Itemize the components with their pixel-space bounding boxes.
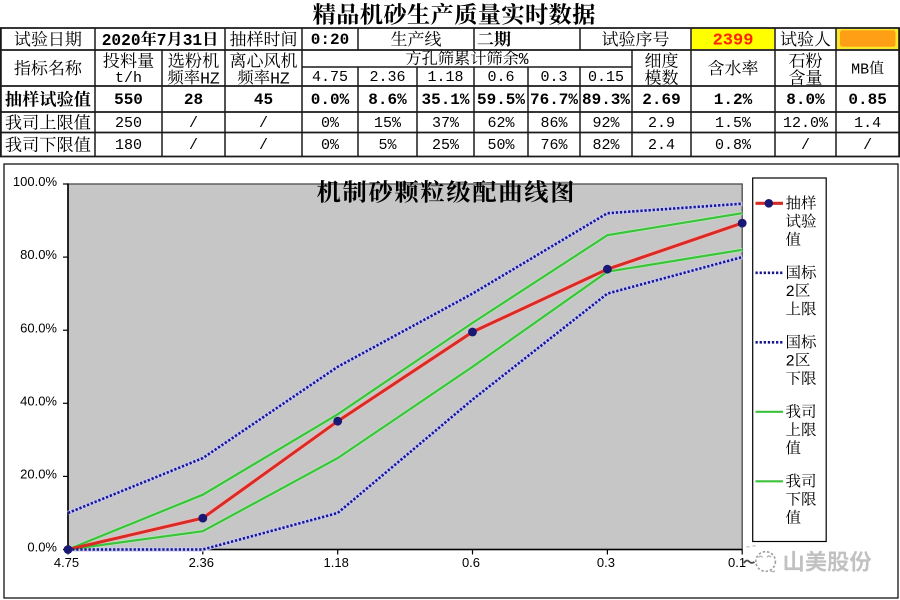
svg-text:76%: 76%: [541, 137, 569, 154]
svg-text:5%: 5%: [379, 137, 398, 154]
svg-text:82%: 82%: [593, 137, 621, 154]
svg-text:0.3: 0.3: [597, 555, 615, 570]
svg-text:/: /: [259, 115, 268, 132]
svg-text:100.0%: 100.0%: [13, 174, 58, 189]
svg-text:80.0%: 80.0%: [20, 247, 57, 262]
svg-text:2020: 2020: [102, 32, 141, 50]
svg-text:89.3%: 89.3%: [582, 91, 630, 109]
svg-text:1.18: 1.18: [428, 69, 464, 86]
svg-text:1.5%: 1.5%: [715, 115, 752, 132]
svg-text:0%: 0%: [321, 115, 340, 132]
svg-text:76.7%: 76.7%: [530, 91, 578, 109]
svg-text:2399: 2399: [713, 31, 754, 50]
svg-text:0.85: 0.85: [848, 91, 886, 109]
svg-text:%: %: [519, 51, 529, 69]
svg-text:/: /: [863, 137, 872, 154]
svg-text:550: 550: [114, 91, 143, 109]
svg-text:7: 7: [157, 32, 167, 50]
svg-text:0:20: 0:20: [311, 31, 349, 49]
svg-text:20.0%: 20.0%: [20, 467, 57, 482]
svg-text:35.1%: 35.1%: [422, 91, 470, 109]
svg-text:0.8%: 0.8%: [715, 137, 752, 154]
svg-text:15%: 15%: [374, 115, 402, 132]
svg-text:4.75: 4.75: [54, 555, 79, 570]
svg-text:2: 2: [786, 283, 795, 301]
svg-text:0.6: 0.6: [488, 69, 515, 86]
svg-text:t/h: t/h: [115, 70, 142, 87]
svg-text:2.36: 2.36: [189, 555, 214, 570]
svg-text:50%: 50%: [488, 137, 516, 154]
svg-text:92%: 92%: [593, 115, 621, 132]
svg-text:250: 250: [115, 115, 142, 132]
svg-text:40.0%: 40.0%: [20, 393, 57, 408]
svg-text:25%: 25%: [432, 137, 460, 154]
svg-text:180: 180: [115, 137, 142, 154]
svg-text:59.5%: 59.5%: [477, 91, 525, 109]
svg-text:1.18: 1.18: [324, 555, 349, 570]
svg-text:2: 2: [786, 353, 795, 371]
svg-text:/: /: [259, 137, 268, 154]
svg-text:0.15: 0.15: [588, 69, 624, 86]
svg-text:1.4: 1.4: [854, 115, 881, 132]
svg-text:/: /: [189, 115, 198, 132]
svg-text:86%: 86%: [541, 115, 569, 132]
svg-text:31: 31: [183, 32, 203, 50]
svg-text:MB: MB: [851, 62, 869, 79]
svg-text:0.3: 0.3: [541, 69, 568, 86]
svg-text:37%: 37%: [432, 115, 460, 132]
svg-text:28: 28: [184, 91, 203, 109]
svg-text:4.75: 4.75: [312, 69, 348, 86]
svg-text:62%: 62%: [488, 115, 516, 132]
svg-text:8.0%: 8.0%: [786, 91, 825, 109]
svg-text:0.0%: 0.0%: [27, 540, 57, 555]
svg-text:/: /: [801, 137, 810, 154]
svg-text:0%: 0%: [321, 137, 340, 154]
svg-text:60.0%: 60.0%: [20, 320, 57, 335]
svg-text:45: 45: [254, 91, 273, 109]
svg-text:0.0%: 0.0%: [311, 91, 350, 109]
svg-text:2.69: 2.69: [642, 91, 680, 109]
svg-text:0.6: 0.6: [462, 555, 480, 570]
svg-text:2.4: 2.4: [648, 137, 675, 154]
svg-text:/: /: [189, 137, 198, 154]
svg-text:2.9: 2.9: [648, 115, 675, 132]
svg-text:12.0%: 12.0%: [783, 115, 829, 132]
svg-text:2.36: 2.36: [370, 69, 406, 86]
svg-text:HZ: HZ: [270, 70, 290, 89]
svg-text:8.6%: 8.6%: [368, 91, 407, 109]
svg-text:1.2%: 1.2%: [714, 91, 753, 109]
svg-text:HZ: HZ: [200, 70, 220, 89]
